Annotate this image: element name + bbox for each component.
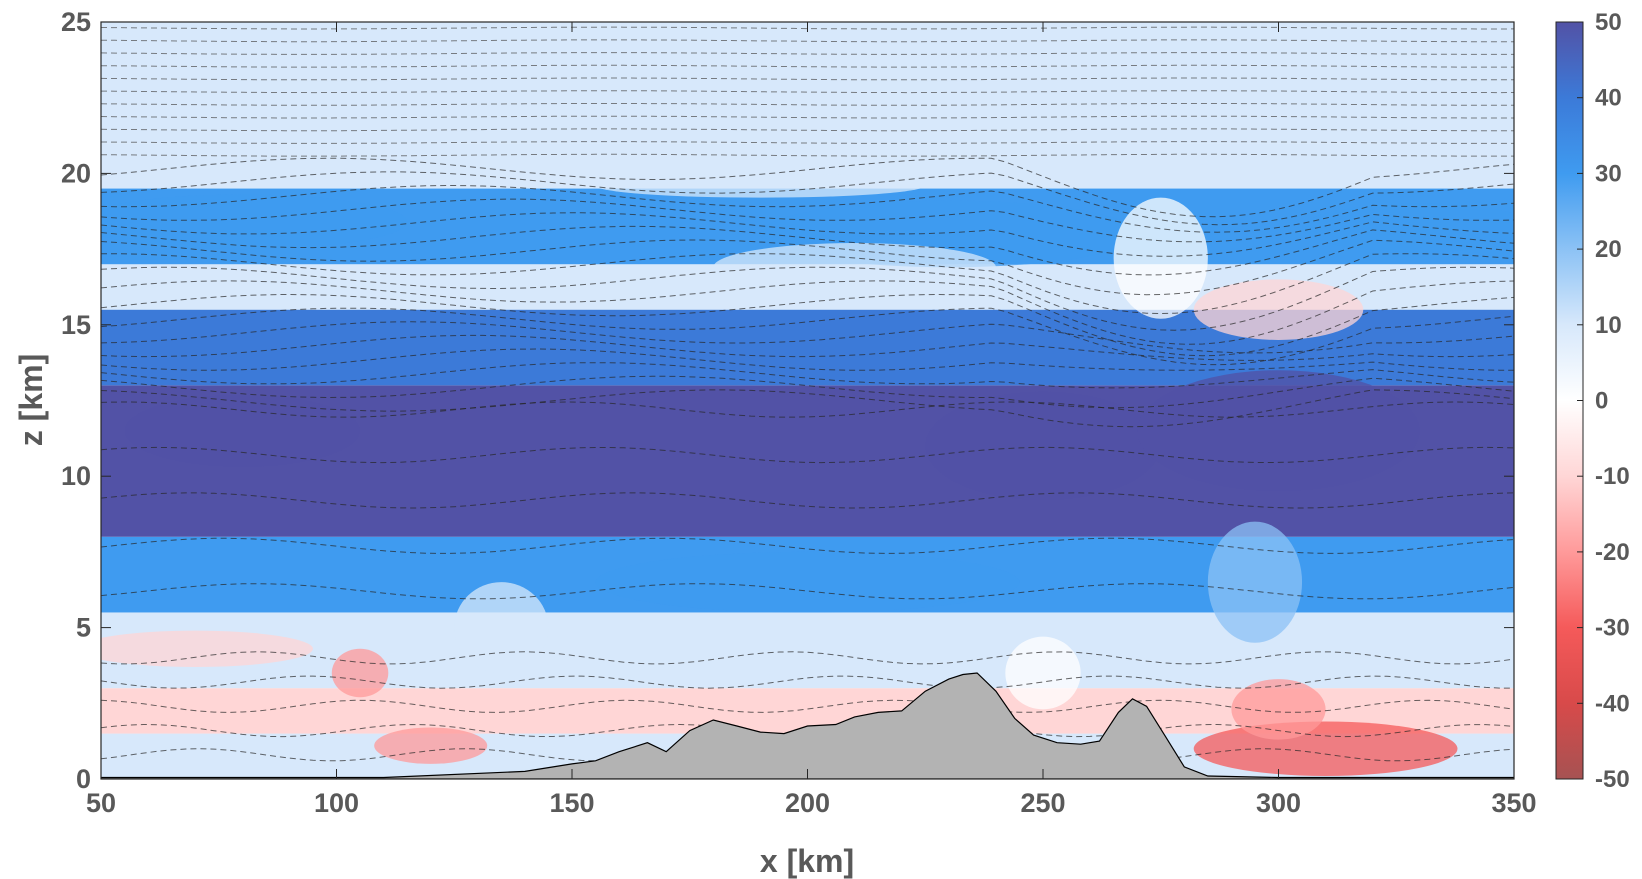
x-tick-label: 300 (1256, 788, 1301, 818)
y-tick-label: 10 (61, 461, 91, 491)
isentrope-line (101, 492, 1514, 509)
y-axis-label: z [km] (13, 354, 49, 446)
y-tick-label: 20 (61, 158, 91, 188)
field-patch (1231, 679, 1326, 740)
field-patch (331, 648, 389, 698)
field-patch (1113, 197, 1208, 319)
x-tick-label: 200 (785, 788, 830, 818)
field-patch (713, 243, 996, 292)
isentrope-line (101, 375, 1514, 409)
isentrope-line (101, 198, 1514, 243)
field-anomaly-patches (101, 173, 1514, 776)
field-patch (124, 394, 361, 468)
isentrope-line (101, 537, 1514, 554)
colorbar (1555, 21, 1584, 780)
colorbar-tick-label: 10 (1595, 312, 1622, 339)
isentrope-line (101, 280, 1514, 345)
colorbar-tick-label: -50 (1595, 766, 1630, 793)
y-axis-ticks: 0 5 10 15 20 25 (61, 7, 1514, 794)
field-band (101, 22, 1514, 144)
isentrope-line (101, 266, 1514, 331)
isentrope-line (101, 153, 1514, 157)
field-patch (1005, 636, 1081, 710)
isentrope-line (101, 39, 1514, 43)
isentrope-line (101, 52, 1514, 55)
colorbar-tick-label: -20 (1595, 539, 1630, 566)
field-patch (595, 551, 1020, 613)
y-tick-label: 0 (76, 764, 91, 794)
colorbar-tick-label: 40 (1595, 85, 1622, 112)
isentrope-line (101, 583, 1514, 600)
colorbar-tick-label: 30 (1595, 160, 1622, 187)
isentrope-line (101, 334, 1514, 361)
isentrope-line (101, 362, 1514, 389)
isentrope-line (101, 128, 1514, 132)
isentrope-line (101, 446, 1514, 464)
terrain-profile (101, 672, 1514, 779)
isentrope-line (101, 293, 1514, 357)
colorbar-tick-label: 50 (1595, 9, 1622, 36)
isentrope-line (101, 141, 1514, 144)
isentrope-line (101, 321, 1514, 354)
y-tick-label: 15 (61, 310, 91, 340)
x-axis-ticks: 50 100 150 200 250 300 350 (86, 22, 1537, 818)
isentrope-line (101, 401, 1514, 418)
field-patch (374, 727, 488, 764)
isentrope-line (101, 225, 1514, 276)
isentrope-line (101, 212, 1514, 257)
colorbar-ticks: 50 40 30 20 10 0 -10 -20 -30 -40 -50 (1577, 9, 1630, 793)
isentrope-line (101, 699, 1514, 713)
isentrope-line (101, 389, 1514, 428)
x-axis-label: x [km] (760, 843, 854, 879)
colorbar-tick-label: -30 (1595, 615, 1630, 642)
x-tick-label: 250 (1020, 788, 1065, 818)
field-patch (1193, 279, 1364, 340)
field-patch (454, 582, 549, 674)
isentrope-contours (101, 26, 1514, 762)
isentrope-line (101, 184, 1514, 233)
field-patch (925, 391, 1161, 501)
field-patch (1207, 521, 1303, 643)
colorbar-tick-label: -10 (1595, 463, 1630, 490)
isentrope-line (101, 115, 1514, 119)
x-tick-label: 350 (1491, 788, 1536, 818)
field-band (101, 612, 1514, 689)
field-patch (1137, 370, 1420, 492)
isentrope-line (101, 90, 1514, 94)
isentrope-line (101, 77, 1514, 81)
x-tick-label: 150 (549, 788, 594, 818)
y-tick-label: 5 (76, 613, 91, 643)
field-patch (101, 194, 408, 250)
isentrope-line (101, 64, 1514, 68)
colorbar-tick-label: -40 (1595, 690, 1630, 717)
isentrope-line (101, 723, 1514, 738)
colorbar-tick-label: 20 (1595, 236, 1622, 263)
x-tick-label: 100 (314, 788, 359, 818)
isentrope-line (101, 651, 1514, 665)
colorbar-tick-label: 0 (1595, 388, 1608, 415)
field-patch (101, 630, 313, 667)
field-patch (595, 173, 926, 198)
isentrope-line (101, 348, 1514, 371)
x-tick-label: 50 (86, 788, 116, 818)
field-patch (1302, 203, 1514, 253)
plot-area (101, 22, 1514, 779)
y-tick-label: 25 (61, 7, 91, 37)
isentrope-line (101, 675, 1514, 689)
isentrope-line (101, 103, 1514, 106)
